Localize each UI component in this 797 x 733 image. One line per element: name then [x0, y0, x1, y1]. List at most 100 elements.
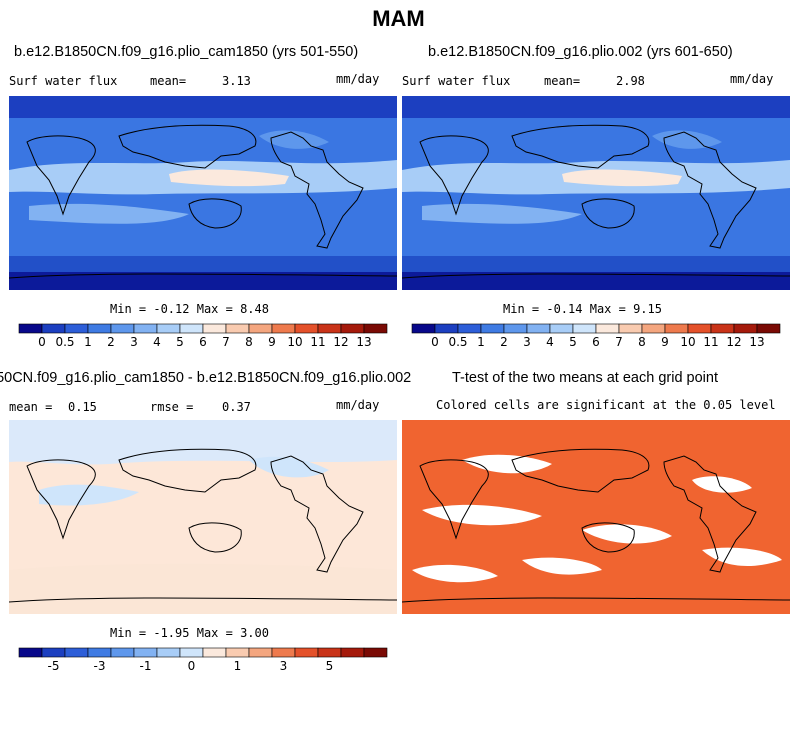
colorbar-3-swatch	[87, 647, 112, 658]
colorbar-1-swatch	[87, 323, 112, 334]
colorbar-2-swatch	[411, 323, 436, 334]
panel-3-max: 3.00	[240, 626, 269, 640]
colorbar-1-tick-label: 4	[153, 335, 161, 349]
panel-2-mean-value: 2.98	[616, 74, 645, 88]
map-panel-4	[402, 420, 790, 614]
panel-1-max: 8.48	[240, 302, 269, 316]
colorbar-2-tick-label: 0.5	[448, 335, 467, 349]
figure-title: MAM	[372, 6, 425, 31]
colorbar-panel-1: 0 0.5 1 2 3 4 5 6 7 8 9 10 11 12 13	[18, 323, 388, 349]
colorbar-2-swatch	[434, 323, 459, 334]
panel-1-mean-label: mean=	[150, 74, 187, 88]
colorbar-3-swatch	[294, 647, 319, 658]
colorbar-1-swatch	[271, 323, 296, 334]
colorbar-2-swatch	[710, 323, 735, 334]
colorbar-2-tick-label: 0	[431, 335, 439, 349]
colorbar-panel-3: -5 -3 -1 0 1 3 5	[18, 647, 388, 673]
colorbar-2-tick-label: 4	[546, 335, 554, 349]
panel-1-mean-value: 3.13	[222, 74, 251, 88]
colorbar-2-swatch	[618, 323, 643, 334]
colorbar-2-swatch	[756, 323, 781, 334]
colorbar-1-swatch	[340, 323, 365, 334]
colorbar-3-swatch	[41, 647, 66, 658]
colorbar-3-tick-label: -3	[94, 659, 106, 673]
colorbar-1-swatch	[179, 323, 204, 334]
colorbar-3-swatch	[18, 647, 43, 658]
colorbar-1-tick-label: 12	[333, 335, 348, 349]
panel-2-max-label: Max =	[589, 302, 626, 316]
colorbar-1-tick-label: 11	[310, 335, 325, 349]
colorbar-1-tick-label: 0	[38, 335, 46, 349]
colorbar-1-swatch	[363, 323, 388, 334]
panel-3-mean-value: 0.15	[68, 400, 97, 414]
colorbar-panel-2: 0 0.5 1 2 3 4 5 6 7 8 9 10 11 12 13	[411, 323, 781, 349]
panel-3-min: -1.95	[153, 626, 190, 640]
colorbar-1-tick-label: 5	[176, 335, 184, 349]
colorbar-1-swatch	[18, 323, 43, 334]
panel-2-title: b.e12.B1850CN.f09_g16.plio.002 (yrs 601-…	[428, 44, 733, 60]
colorbar-2-tick-label: 7	[615, 335, 623, 349]
colorbar-2-tick-label: 1	[477, 335, 485, 349]
colorbar-3-swatch	[179, 647, 204, 658]
colorbar-3-tick-label: 3	[280, 659, 288, 673]
colorbar-3-swatch	[225, 647, 250, 658]
colorbar-2-tick-label: 11	[703, 335, 718, 349]
colorbar-3-swatch	[64, 647, 89, 658]
colorbar-1-swatch	[248, 323, 273, 334]
colorbar-1-tick-label: 2	[107, 335, 115, 349]
colorbar-2-swatch	[549, 323, 574, 334]
colorbar-2-tick-label: 9	[661, 335, 669, 349]
colorbar-2-tick-label: 10	[680, 335, 695, 349]
colorbar-3-swatch	[317, 647, 342, 658]
colorbar-3-swatch	[340, 647, 365, 658]
panel-2-min: -0.14	[546, 302, 583, 316]
panel-4-note: Colored cells are significant at the 0.0…	[436, 398, 776, 412]
colorbar-3-tick-label: 0	[188, 659, 196, 673]
colorbar-3-swatch	[133, 647, 158, 658]
map-panel-3	[9, 420, 397, 614]
colorbar-1-tick-label: 9	[268, 335, 276, 349]
colorbar-2-swatch	[503, 323, 528, 334]
panel-3-rmse-label: rmse =	[150, 400, 194, 414]
colorbar-1-tick-label: 1	[84, 335, 92, 349]
colorbar-2-swatch	[664, 323, 689, 334]
colorbar-2-swatch	[526, 323, 551, 334]
panel-2-units: mm/day	[730, 72, 774, 86]
colorbar-3-swatch	[156, 647, 181, 658]
colorbar-2-swatch	[457, 323, 482, 334]
colorbar-2-tick-label: 3	[523, 335, 531, 349]
colorbar-1-tick-label: 6	[199, 335, 207, 349]
colorbar-1-swatch	[64, 323, 89, 334]
colorbar-1-swatch	[41, 323, 66, 334]
panel-3-min-label: Min =	[110, 626, 147, 640]
colorbar-3-swatch	[248, 647, 273, 658]
colorbar-2-swatch	[641, 323, 666, 334]
colorbar-1-swatch	[156, 323, 181, 334]
colorbar-3-swatch	[363, 647, 388, 658]
colorbar-3-swatch	[202, 647, 227, 658]
colorbar-3-tick-label: -5	[48, 659, 60, 673]
panel-1-min-label: Min =	[110, 302, 147, 316]
panel-2-max: 9.15	[633, 302, 662, 316]
colorbar-1-tick-label: 13	[356, 335, 371, 349]
colorbar-3-swatch	[271, 647, 296, 658]
panel-4-title: T-test of the two means at each grid poi…	[452, 370, 718, 386]
colorbar-1-swatch	[133, 323, 158, 334]
panel-1-max-label: Max =	[196, 302, 233, 316]
panel-1-title: b.e12.B1850CN.f09_g16.plio_cam1850 (yrs …	[14, 44, 359, 60]
colorbar-2-tick-label: 2	[500, 335, 508, 349]
colorbar-2-tick-label: 12	[726, 335, 741, 349]
colorbar-2-tick-label: 6	[592, 335, 600, 349]
colorbar-1-tick-label: 0.5	[55, 335, 74, 349]
colorbar-3-swatch	[110, 647, 135, 658]
colorbar-1-tick-label: 10	[287, 335, 302, 349]
colorbar-2-tick-label: 8	[638, 335, 646, 349]
panel-3-title: 350CN.f09_g16.plio_cam1850 - b.e12.B1850…	[0, 370, 412, 386]
colorbar-1-swatch	[317, 323, 342, 334]
colorbar-1-swatch	[202, 323, 227, 334]
panel-2-min-label: Min =	[503, 302, 540, 316]
colorbar-1-tick-label: 3	[130, 335, 138, 349]
colorbar-2-swatch	[687, 323, 712, 334]
colorbar-1-tick-label: 8	[245, 335, 253, 349]
panel-3-units: mm/day	[336, 398, 380, 412]
